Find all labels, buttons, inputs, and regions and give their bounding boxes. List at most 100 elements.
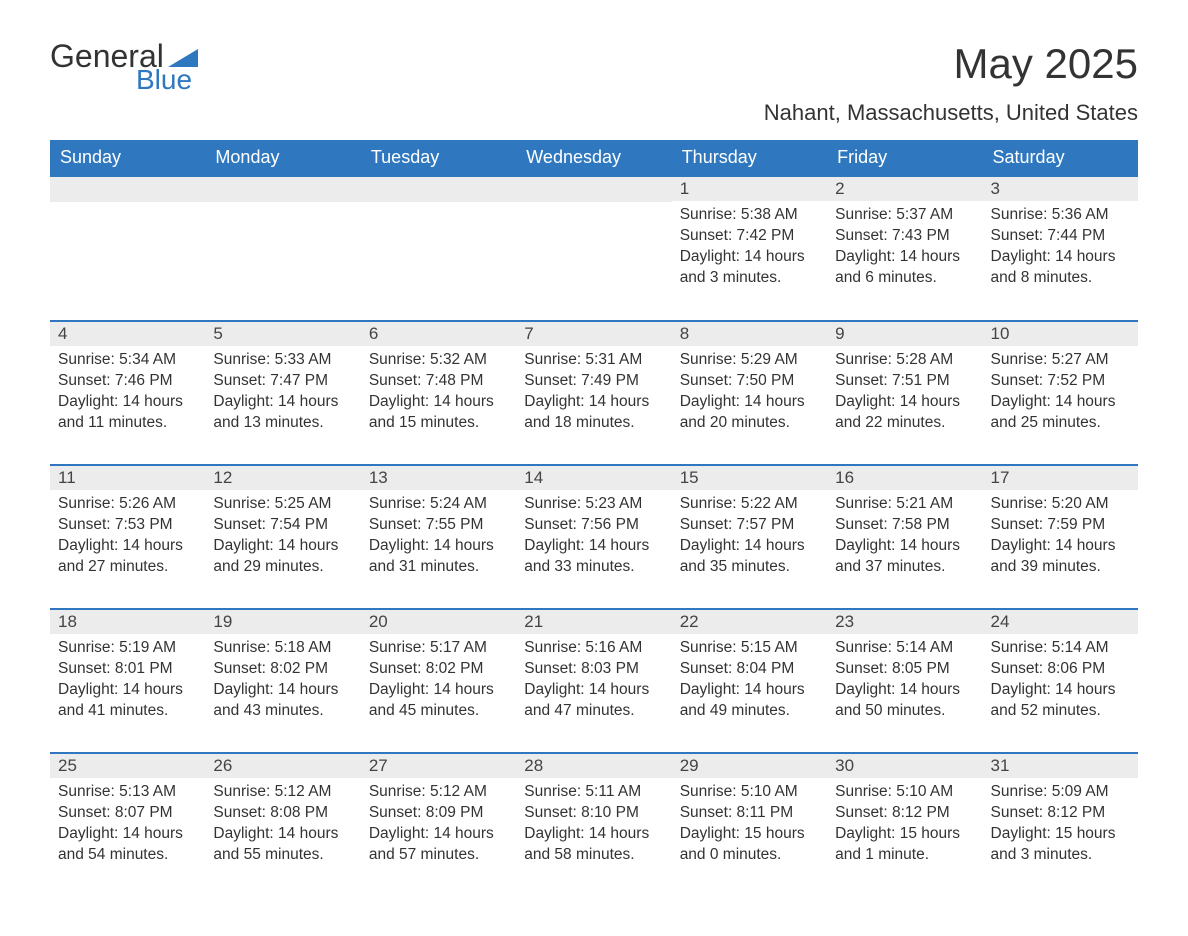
daylight-text: Daylight: 14 hours and 54 minutes. [58,824,197,866]
calendar-cell: 26Sunrise: 5:12 AMSunset: 8:08 PMDayligh… [205,753,360,896]
sunrise-text: Sunrise: 5:12 AM [213,782,352,803]
day-number: 23 [827,610,982,634]
sunset-text: Sunset: 8:02 PM [213,659,352,680]
day-content: Sunrise: 5:31 AMSunset: 7:49 PMDaylight:… [516,346,671,464]
daylight-text: Daylight: 14 hours and 58 minutes. [524,824,663,866]
daylight-text: Daylight: 14 hours and 8 minutes. [991,247,1130,289]
calendar-cell: 15Sunrise: 5:22 AMSunset: 7:57 PMDayligh… [672,465,827,609]
day-number: 29 [672,754,827,778]
day-content: Sunrise: 5:25 AMSunset: 7:54 PMDaylight:… [205,490,360,608]
calendar-cell: 29Sunrise: 5:10 AMSunset: 8:11 PMDayligh… [672,753,827,896]
day-content: Sunrise: 5:36 AMSunset: 7:44 PMDaylight:… [983,201,1138,319]
day-number: 17 [983,466,1138,490]
calendar-cell: 30Sunrise: 5:10 AMSunset: 8:12 PMDayligh… [827,753,982,896]
sunset-text: Sunset: 7:42 PM [680,226,819,247]
sunrise-text: Sunrise: 5:19 AM [58,638,197,659]
day-number: 1 [672,177,827,201]
day-content: Sunrise: 5:15 AMSunset: 8:04 PMDaylight:… [672,634,827,752]
day-number: 6 [361,322,516,346]
day-content: Sunrise: 5:13 AMSunset: 8:07 PMDaylight:… [50,778,205,896]
day-number: 12 [205,466,360,490]
daylight-text: Daylight: 15 hours and 1 minute. [835,824,974,866]
day-content: Sunrise: 5:33 AMSunset: 7:47 PMDaylight:… [205,346,360,464]
day-content: Sunrise: 5:32 AMSunset: 7:48 PMDaylight:… [361,346,516,464]
sunset-text: Sunset: 7:56 PM [524,515,663,536]
calendar-cell [205,176,360,321]
calendar-cell: 2Sunrise: 5:37 AMSunset: 7:43 PMDaylight… [827,176,982,321]
sunrise-text: Sunrise: 5:17 AM [369,638,508,659]
day-content [205,202,360,320]
day-number: 2 [827,177,982,201]
day-number [361,177,516,202]
day-content: Sunrise: 5:21 AMSunset: 7:58 PMDaylight:… [827,490,982,608]
calendar-cell: 1Sunrise: 5:38 AMSunset: 7:42 PMDaylight… [672,176,827,321]
daylight-text: Daylight: 14 hours and 3 minutes. [680,247,819,289]
day-content: Sunrise: 5:14 AMSunset: 8:05 PMDaylight:… [827,634,982,752]
sunrise-text: Sunrise: 5:10 AM [835,782,974,803]
daylight-text: Daylight: 14 hours and 27 minutes. [58,536,197,578]
daylight-text: Daylight: 14 hours and 6 minutes. [835,247,974,289]
sunset-text: Sunset: 8:11 PM [680,803,819,824]
sunset-text: Sunset: 7:48 PM [369,371,508,392]
daylight-text: Daylight: 14 hours and 25 minutes. [991,392,1130,434]
sunset-text: Sunset: 8:10 PM [524,803,663,824]
sunset-text: Sunset: 7:59 PM [991,515,1130,536]
dayname-header: Monday [205,140,360,176]
day-number: 4 [50,322,205,346]
calendar-cell: 21Sunrise: 5:16 AMSunset: 8:03 PMDayligh… [516,609,671,753]
sunrise-text: Sunrise: 5:13 AM [58,782,197,803]
calendar-page: General Blue May 2025 Nahant, Massachuse… [0,0,1188,936]
day-content: Sunrise: 5:17 AMSunset: 8:02 PMDaylight:… [361,634,516,752]
daylight-text: Daylight: 14 hours and 57 minutes. [369,824,508,866]
day-number: 25 [50,754,205,778]
daylight-text: Daylight: 14 hours and 35 minutes. [680,536,819,578]
calendar-cell: 28Sunrise: 5:11 AMSunset: 8:10 PMDayligh… [516,753,671,896]
dayname-header-row: Sunday Monday Tuesday Wednesday Thursday… [50,140,1138,176]
calendar-table: Sunday Monday Tuesday Wednesday Thursday… [50,140,1138,896]
sunrise-text: Sunrise: 5:21 AM [835,494,974,515]
sunset-text: Sunset: 7:55 PM [369,515,508,536]
dayname-header: Thursday [672,140,827,176]
sunrise-text: Sunrise: 5:26 AM [58,494,197,515]
sunset-text: Sunset: 7:44 PM [991,226,1130,247]
daylight-text: Daylight: 14 hours and 20 minutes. [680,392,819,434]
sunset-text: Sunset: 8:02 PM [369,659,508,680]
daylight-text: Daylight: 14 hours and 13 minutes. [213,392,352,434]
day-number: 13 [361,466,516,490]
daylight-text: Daylight: 14 hours and 11 minutes. [58,392,197,434]
sunset-text: Sunset: 7:50 PM [680,371,819,392]
day-number: 7 [516,322,671,346]
day-number: 24 [983,610,1138,634]
day-number: 26 [205,754,360,778]
daylight-text: Daylight: 14 hours and 29 minutes. [213,536,352,578]
calendar-body: 1Sunrise: 5:38 AMSunset: 7:42 PMDaylight… [50,176,1138,896]
daylight-text: Daylight: 14 hours and 22 minutes. [835,392,974,434]
daylight-text: Daylight: 15 hours and 0 minutes. [680,824,819,866]
day-number: 21 [516,610,671,634]
sunrise-text: Sunrise: 5:31 AM [524,350,663,371]
day-number: 9 [827,322,982,346]
daylight-text: Daylight: 14 hours and 41 minutes. [58,680,197,722]
day-content: Sunrise: 5:19 AMSunset: 8:01 PMDaylight:… [50,634,205,752]
sunset-text: Sunset: 8:01 PM [58,659,197,680]
day-number: 15 [672,466,827,490]
sunset-text: Sunset: 7:53 PM [58,515,197,536]
day-number: 10 [983,322,1138,346]
daylight-text: Daylight: 14 hours and 52 minutes. [991,680,1130,722]
day-number: 20 [361,610,516,634]
daylight-text: Daylight: 14 hours and 49 minutes. [680,680,819,722]
dayname-header: Wednesday [516,140,671,176]
sunset-text: Sunset: 8:05 PM [835,659,974,680]
day-content: Sunrise: 5:10 AMSunset: 8:12 PMDaylight:… [827,778,982,896]
day-content: Sunrise: 5:18 AMSunset: 8:02 PMDaylight:… [205,634,360,752]
calendar-cell: 4Sunrise: 5:34 AMSunset: 7:46 PMDaylight… [50,321,205,465]
day-content: Sunrise: 5:09 AMSunset: 8:12 PMDaylight:… [983,778,1138,896]
calendar-cell: 17Sunrise: 5:20 AMSunset: 7:59 PMDayligh… [983,465,1138,609]
location-subtitle: Nahant, Massachusetts, United States [50,100,1138,126]
daylight-text: Daylight: 14 hours and 15 minutes. [369,392,508,434]
sunset-text: Sunset: 7:49 PM [524,371,663,392]
sunset-text: Sunset: 8:09 PM [369,803,508,824]
sunset-text: Sunset: 8:03 PM [524,659,663,680]
sunrise-text: Sunrise: 5:34 AM [58,350,197,371]
calendar-cell: 14Sunrise: 5:23 AMSunset: 7:56 PMDayligh… [516,465,671,609]
